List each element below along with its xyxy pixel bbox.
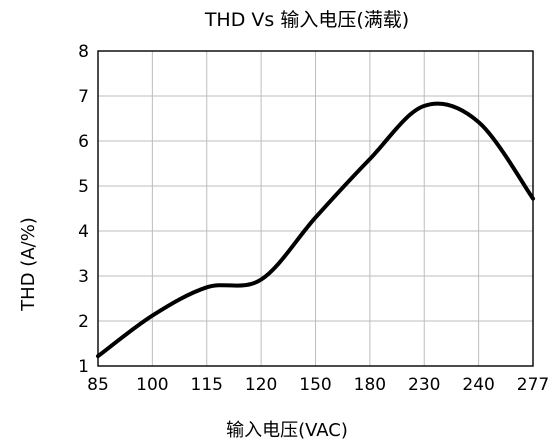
y-tick-label: 6	[78, 132, 89, 152]
x-tick-label: 240	[462, 375, 494, 395]
x-tick-label: 85	[87, 375, 109, 395]
x-tick-label: 150	[299, 375, 331, 395]
plot-frame	[97, 50, 534, 367]
thd-series-line	[96, 101, 535, 359]
x-tick-label: 120	[245, 375, 277, 395]
y-axis-label: THD (A/%)	[18, 217, 39, 312]
x-tick-label: 115	[191, 375, 223, 395]
x-tick-label: 180	[354, 375, 386, 395]
x-tick-label: 277	[517, 375, 549, 395]
y-tick-label: 5	[78, 177, 89, 197]
y-tick-label: 8	[78, 42, 89, 62]
y-tick-labels: 1 2 3 4 5 6 7 8	[78, 42, 89, 377]
chart-title: THD Vs 输入电压(满载)	[204, 9, 409, 31]
y-tick-label: 3	[78, 267, 89, 287]
x-axis-label: 输入电压(VAC)	[226, 420, 348, 441]
x-tick-label: 230	[408, 375, 440, 395]
x-tick-label: 100	[136, 375, 168, 395]
grid	[98, 51, 533, 366]
y-tick-label: 7	[78, 87, 89, 107]
y-tick-label: 2	[78, 312, 89, 332]
y-tick-label: 4	[78, 222, 89, 242]
y-tick-label: 1	[78, 357, 89, 377]
x-tick-labels: 85 100 115 120 150 180 230 240 277	[87, 375, 549, 395]
